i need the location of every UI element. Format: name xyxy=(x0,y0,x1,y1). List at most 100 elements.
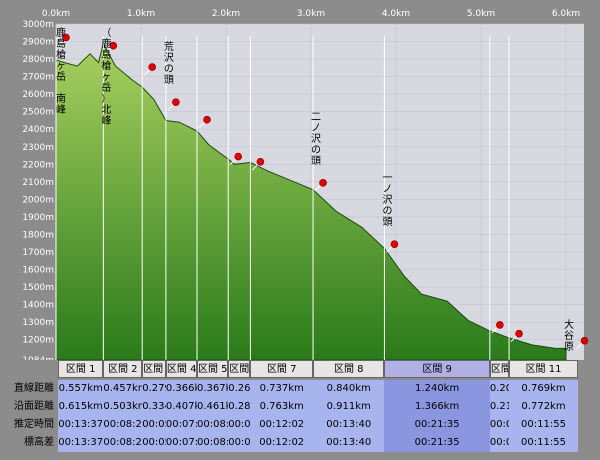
segment-time-cell: 00:05:05 xyxy=(142,416,166,434)
y-tick-label: 1300m xyxy=(22,318,54,328)
segment-time-cell: 00:12:02 xyxy=(250,416,314,434)
segment-time-cell: 00:07:20 xyxy=(165,416,197,434)
waypoint-label: 鹿島槍ヶ岳 南峰 xyxy=(56,26,66,116)
segment-direct-cell: 0.261km xyxy=(228,380,251,398)
waypoint-marker[interactable] xyxy=(109,41,118,50)
y-tick-label: 1900m xyxy=(22,213,54,223)
y-tick-label: 3000m xyxy=(22,20,54,30)
segment-direct-cell: 0.366km xyxy=(165,380,197,398)
segment-header[interactable]: 区間 4 xyxy=(165,360,197,378)
row-label-elev: 標高差 xyxy=(24,437,54,448)
y-tick-label: 2600m xyxy=(22,90,54,100)
row-label-time: 推定時間 xyxy=(14,419,54,430)
y-tick-label: 2700m xyxy=(22,73,54,83)
y-tick-label: 2500m xyxy=(22,108,54,118)
segment-header[interactable]: 区間 6 xyxy=(228,360,251,378)
segment-elev-cell: 00:11:55 xyxy=(509,434,578,452)
segment-surface-cell: 0.461km xyxy=(197,398,229,416)
segment-surface-cell: 0.911km xyxy=(313,398,385,416)
waypoint-label: （鹿島槍ヶ岳）北峰 xyxy=(101,27,111,127)
waypoint-marker[interactable] xyxy=(319,179,327,187)
segment-surface-cell: 0.763km xyxy=(250,398,314,416)
segment-header[interactable]: 区間 5 xyxy=(197,360,229,378)
row-elev: 標高差 00:13:3700:08:2900:05:0500:07:2000:0… xyxy=(0,434,600,452)
segment-elev-cell: 00:13:40 xyxy=(313,434,385,452)
waypoint-label: 一ノ沢の頭 xyxy=(382,173,392,228)
y-tick-label: 1500m xyxy=(22,283,54,293)
segment-surface-cell: 0.615km xyxy=(58,398,104,416)
waypoint-label: 大谷原 xyxy=(564,318,574,353)
y-tick-label: 2300m xyxy=(22,143,54,153)
segment-elev-cell: 00:05:05 xyxy=(142,434,166,452)
waypoint-marker[interactable] xyxy=(234,152,243,161)
segment-direct-cell: 0.769km xyxy=(509,380,578,398)
waypoint-marker[interactable] xyxy=(62,33,70,42)
segment-direct-cell: 0.737km xyxy=(250,380,314,398)
waypoint-marker[interactable] xyxy=(172,98,180,106)
x-tick-label: 2.0km xyxy=(212,9,240,19)
y-tick-label: 1200m xyxy=(22,336,54,346)
row-time: 推定時間 00:13:3700:08:2900:05:0500:07:2000:… xyxy=(0,416,600,434)
waypoint-marker[interactable] xyxy=(515,329,523,338)
waypoint-marker[interactable] xyxy=(148,63,156,71)
segment-time-cell: 00:08:42 xyxy=(197,416,229,434)
y-tick-label: 2800m xyxy=(22,55,54,65)
segment-elev-cell: 00:03:55 xyxy=(489,434,510,452)
segment-time-cell: 00:13:37 xyxy=(58,416,104,434)
x-tick-label: 4.0km xyxy=(382,9,410,19)
y-tick-label: 1400m xyxy=(22,301,54,311)
segment-header[interactable]: 区間 8 xyxy=(313,360,385,378)
waypoint-marker[interactable] xyxy=(496,321,504,329)
segment-direct-cell: 0.840km xyxy=(313,380,385,398)
waypoint-label: 荒沢の頭 xyxy=(164,41,174,86)
segment-time-cell: 00:03:55 xyxy=(489,416,510,434)
segment-elev-cell: 00:21:35 xyxy=(384,434,490,452)
segment-elev-cell: 00:08:29 xyxy=(103,434,143,452)
segment-time-cell: 00:11:55 xyxy=(509,416,578,434)
row-surface: 沿面距離 0.615km0.503km0.334km0.407km0.461km… xyxy=(0,398,600,416)
segment-header[interactable]: 区間 2 xyxy=(103,360,143,378)
segment-surface-cell: 0.214km xyxy=(489,398,510,416)
y-tick-label: 2200m xyxy=(22,160,54,170)
segment-surface-cell: 0.772km xyxy=(509,398,578,416)
y-tick-label: 2900m xyxy=(22,38,54,48)
y-tick-label: 2100m xyxy=(22,178,54,188)
segment-elev-cell: 00:12:02 xyxy=(250,434,314,452)
elevation-chart: 3000m 2900m 2800m 2700m 2600m 2500m 2400m 2300m… xyxy=(22,9,589,360)
segment-header[interactable]: 区間 1 xyxy=(58,360,104,378)
segment-time-cell: 00:08:29 xyxy=(103,416,143,434)
waypoint-marker[interactable] xyxy=(390,240,399,249)
x-tick-label: 3.0km xyxy=(297,9,325,19)
segment-header[interactable]: 区間 7 xyxy=(250,360,314,378)
segment-time-cell: 00:21:35 xyxy=(384,416,490,434)
y-tick-label: 1084m xyxy=(22,356,54,360)
waypoint-marker[interactable] xyxy=(203,115,211,124)
waypoint-marker[interactable] xyxy=(580,336,589,345)
segment-surface-cell: 0.503km xyxy=(103,398,143,416)
segment-direct-cell: 0.367km xyxy=(197,380,229,398)
segment-direct-cell: 0.557km xyxy=(58,380,104,398)
segment-time-cell: 00:04:06 xyxy=(228,416,251,434)
segment-header[interactable]: 区間 11 xyxy=(509,360,578,378)
segment-direct-cell: 1.240km xyxy=(384,380,490,398)
x-tick-label: 1.0km xyxy=(127,9,155,19)
waypoint-marker[interactable] xyxy=(256,157,265,166)
segment-elev-cell: 00:08:42 xyxy=(197,434,229,452)
y-tick-label: 1800m xyxy=(22,230,54,240)
segment-header[interactable]: 区間 10 xyxy=(489,360,510,378)
segment-header[interactable]: 区間 3 xyxy=(142,360,166,378)
segment-surface-cell: 0.334km xyxy=(142,398,166,416)
segment-surface-cell: 1.366km xyxy=(384,398,490,416)
segment-header-row: 区間 1区間 2区間 3区間 4区間 5区間 6区間 7区間 8区間 9区間 1… xyxy=(0,360,600,378)
segment-direct-cell: 0.279km xyxy=(142,380,166,398)
segment-surface-cell: 0.280km xyxy=(228,398,251,416)
y-tick-label: 1700m xyxy=(22,248,54,258)
row-label-surface: 沿面距離 xyxy=(14,401,54,412)
x-tick-label: 6.0km xyxy=(552,9,580,19)
segment-elev-cell: 00:04:06 xyxy=(228,434,251,452)
y-tick-label: 2000m xyxy=(22,195,54,205)
segment-surface-cell: 0.407km xyxy=(165,398,197,416)
segment-elev-cell: 00:07:20 xyxy=(165,434,197,452)
segment-header[interactable]: 区間 9 xyxy=(384,360,490,378)
y-tick-label: 1600m xyxy=(22,266,54,276)
